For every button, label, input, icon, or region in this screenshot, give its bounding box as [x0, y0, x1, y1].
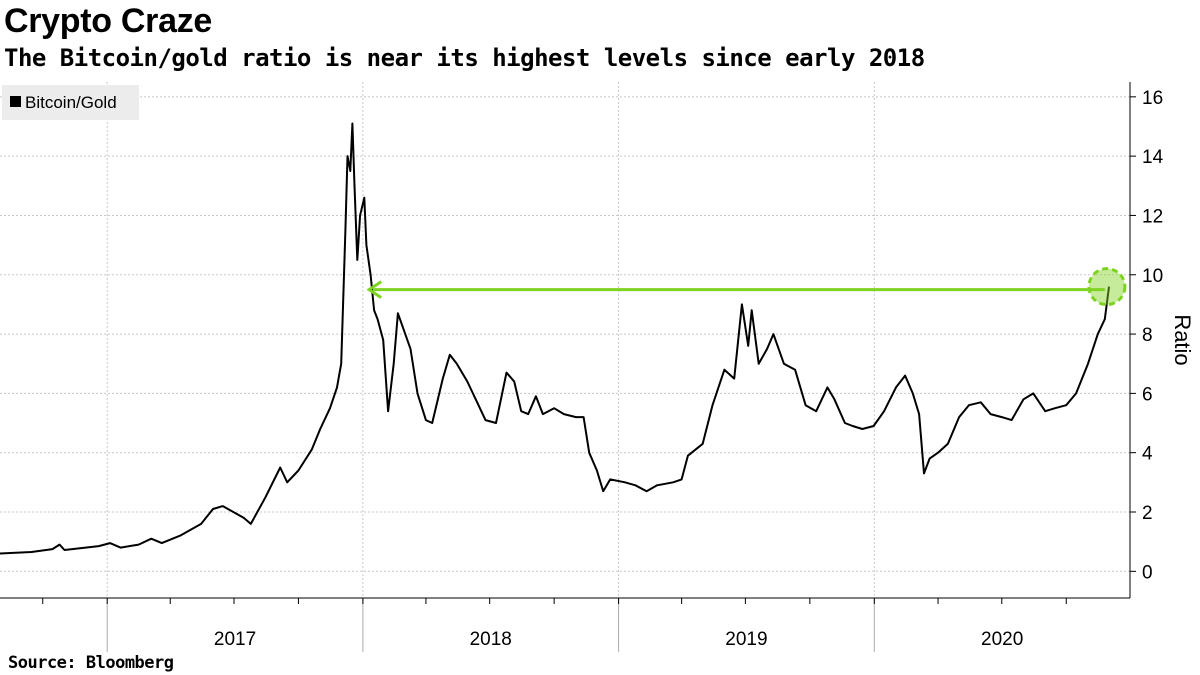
legend-swatch — [10, 96, 21, 107]
axes: 0 2 4 6 8 10 12 14 16 2017 2018 2019 2020 Ratio — [0, 82, 1195, 652]
legend-entry-bitcoin-gold: Bitcoin/Gold — [25, 93, 117, 112]
y-tick-label: 6 — [1142, 384, 1153, 405]
y-tick-label: 14 — [1142, 147, 1164, 168]
y-tick-label: 4 — [1142, 444, 1153, 465]
series-lines — [0, 122, 1110, 555]
series-line-bitcoin-gold — [0, 122, 1110, 555]
legend: Bitcoin/Gold — [2, 85, 139, 120]
y-tick-label: 2 — [1142, 503, 1153, 524]
y-tick-label: 16 — [1142, 88, 1163, 109]
annotations — [366, 267, 1127, 307]
chart-subtitle: The Bitcoin/gold ratio is near its highe… — [4, 44, 925, 72]
annotation-arrow-head — [366, 280, 383, 299]
x-tick-label: 2018 — [470, 629, 512, 650]
y-tick-label: 10 — [1142, 266, 1163, 287]
annotation-highlight-circle — [1087, 267, 1127, 307]
y-tick-label: 0 — [1142, 562, 1153, 583]
legend-background — [2, 85, 139, 120]
source-note: Source: Bloomberg — [8, 653, 174, 673]
x-tick-label: 2019 — [725, 629, 767, 650]
chart-title: Crypto Craze — [4, 2, 213, 40]
y-axis-title: Ratio — [1170, 314, 1195, 365]
x-tick-label: 2020 — [981, 629, 1023, 650]
grid — [0, 82, 1130, 598]
y-tick-label: 8 — [1142, 325, 1153, 346]
x-tick-label: 2017 — [214, 629, 256, 650]
y-tick-label: 12 — [1142, 206, 1163, 227]
